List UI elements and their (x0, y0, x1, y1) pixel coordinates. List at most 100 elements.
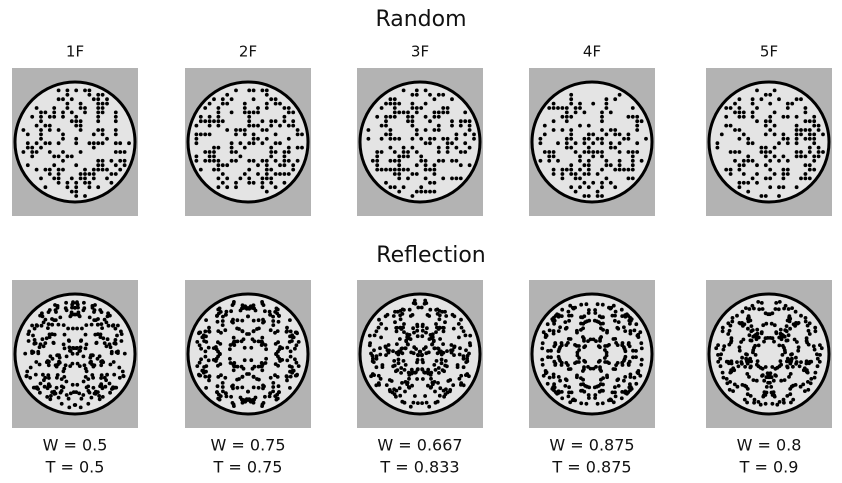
dot (392, 363, 397, 368)
dot (593, 393, 598, 397)
dot (569, 185, 574, 190)
dot (747, 315, 751, 320)
dot (785, 106, 790, 110)
dot (99, 322, 104, 326)
dot (81, 393, 86, 397)
dot (234, 150, 238, 154)
dot (75, 351, 80, 356)
dot (96, 185, 101, 190)
dot (582, 172, 587, 176)
dot (816, 154, 821, 159)
dot (64, 308, 69, 313)
dot (91, 172, 96, 176)
dot (436, 381, 440, 385)
dot (83, 375, 88, 379)
dot (400, 399, 405, 404)
dot (763, 92, 768, 97)
dot (375, 154, 380, 159)
dot (275, 329, 280, 333)
dot (419, 106, 424, 110)
dot (402, 330, 406, 334)
dot (420, 367, 425, 372)
dot (414, 128, 419, 132)
dot (375, 158, 380, 163)
dot (752, 400, 756, 405)
dot (69, 189, 74, 194)
dot (457, 376, 462, 381)
dot (719, 352, 723, 357)
dot (268, 328, 273, 333)
dot (600, 114, 604, 119)
dot (566, 341, 570, 345)
dot (260, 119, 265, 124)
dot (731, 389, 735, 393)
dot (275, 375, 280, 379)
row-title: Random (375, 7, 466, 32)
dot (202, 339, 207, 343)
dot (397, 172, 402, 176)
dot (411, 400, 416, 405)
dot (724, 123, 729, 128)
dot (582, 136, 587, 141)
dot (197, 360, 202, 365)
dot (769, 321, 774, 326)
dot (64, 393, 69, 397)
dot (122, 158, 127, 163)
dot (434, 330, 438, 334)
dot (777, 158, 781, 163)
dot (41, 320, 46, 325)
dot (783, 303, 788, 308)
dot (415, 367, 420, 372)
dot (617, 150, 622, 154)
dot (425, 326, 429, 331)
dot (616, 384, 621, 388)
dot (464, 348, 468, 353)
dot (608, 128, 613, 132)
dot (600, 401, 605, 406)
dot (591, 141, 596, 146)
dot (564, 167, 569, 172)
dot (420, 324, 425, 329)
dot (759, 150, 764, 154)
dot (234, 158, 238, 163)
dot (463, 150, 468, 154)
dot (392, 97, 397, 102)
dot (99, 373, 104, 377)
dot (768, 114, 773, 119)
dot (461, 356, 466, 361)
dot (87, 92, 92, 97)
dot (264, 136, 269, 141)
dot (401, 150, 406, 154)
dot (401, 185, 406, 190)
dot (70, 351, 75, 356)
dot (242, 132, 247, 137)
dot (70, 305, 74, 310)
dot (739, 360, 744, 364)
dot (432, 172, 437, 176)
dot (104, 344, 109, 349)
dot (100, 395, 105, 399)
dot (458, 119, 463, 124)
dot (240, 329, 245, 334)
dot (61, 323, 66, 327)
dot (441, 342, 445, 346)
dot (99, 310, 104, 314)
dot (295, 145, 300, 150)
dot (809, 377, 814, 381)
dot (388, 128, 393, 132)
dot (286, 145, 291, 150)
dot (600, 167, 604, 172)
dot (397, 136, 402, 141)
dot (729, 369, 734, 374)
dot (86, 389, 91, 393)
dot (380, 363, 385, 367)
dot (799, 154, 803, 159)
dot (423, 128, 428, 132)
dot (61, 114, 65, 119)
dot (204, 386, 209, 390)
dot (794, 361, 798, 366)
dot (735, 313, 739, 318)
dot (569, 167, 574, 172)
dot (763, 176, 768, 181)
dot (458, 176, 463, 181)
